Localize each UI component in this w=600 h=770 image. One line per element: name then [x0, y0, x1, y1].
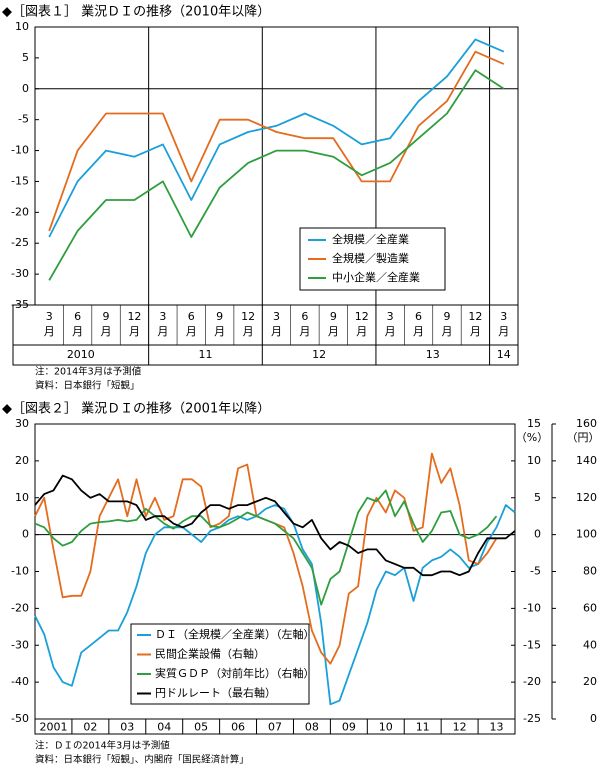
x-tick-label: 12 月: [241, 310, 255, 338]
y3-tick-label: 40: [583, 638, 597, 651]
legend-label: ＤＩ（全規模／全産業）（左軸）: [155, 627, 315, 641]
y-tick-label: -15: [11, 174, 29, 187]
y-tick-label: -20: [11, 601, 29, 614]
y-tick-label: 30: [15, 417, 29, 430]
y-tick-label: -25: [11, 236, 29, 249]
x-tick-label: 12 月: [127, 310, 141, 338]
x-tick-label: 02: [83, 721, 97, 734]
x-tick-label: 2001: [39, 721, 67, 734]
series-line: [48, 69, 505, 281]
x-tick-label: 06: [231, 721, 245, 734]
y3-tick-label: 100: [576, 528, 597, 541]
year-label: 11: [198, 348, 212, 361]
note: 注：ＤＩの2014年3月は予測値: [35, 740, 170, 752]
x-tick-label: 12: [453, 721, 467, 734]
y3-tick-label: 80: [583, 565, 597, 578]
y2-tick-label: 0: [534, 528, 541, 541]
legend-label: 実質ＧＤＰ（対前年比）（右軸）: [155, 666, 315, 680]
legend-box: [130, 623, 310, 705]
y-tick-label: -5: [18, 113, 29, 126]
y-tick-label: -10: [11, 144, 29, 157]
year-label: 13: [426, 348, 440, 361]
x-tick-label: 10: [379, 721, 393, 734]
y-tick-label: 10: [15, 20, 29, 33]
y2-tick-label: 15: [527, 417, 541, 430]
y-tick-label: 0: [22, 82, 29, 95]
series-line: [34, 489, 498, 606]
y-tick-label: 0: [22, 528, 29, 541]
y2-tick-label: 10: [527, 454, 541, 467]
chart-title: ◆［図表１］ 業況ＤＩの推移（2010年以降）: [2, 4, 270, 20]
y2-tick-label: -10: [523, 601, 541, 614]
plot-frame: [34, 26, 519, 306]
x-tick-label: 04: [157, 721, 171, 734]
y3-tick-label: 140: [576, 454, 597, 467]
legend-label: 全規模／全産業: [332, 232, 409, 246]
category-frame: [12, 304, 519, 366]
y3-tick-label: 20: [583, 675, 597, 688]
y3-unit: （円）: [567, 431, 600, 444]
y2-tick-label: -15: [523, 638, 541, 651]
legend-label: 全規模／製造業: [332, 251, 409, 265]
note: 資料：日本銀行「短観」、内閣府「国民経済計算」: [35, 754, 249, 766]
y2-tick-label: -25: [523, 712, 541, 725]
y3-tick-label: 60: [583, 601, 597, 614]
x-tick-label: 09: [342, 721, 356, 734]
note: 資料：日本銀行「短観」: [35, 380, 140, 392]
y-tick-label: 20: [15, 454, 29, 467]
y-tick-label: -40: [11, 675, 29, 688]
y2-tick-label: -5: [530, 565, 541, 578]
y3-tick-label: 160: [576, 417, 597, 430]
y-tick-label: -30: [11, 267, 29, 280]
y-tick-label: 5: [22, 51, 29, 64]
x-tick-label: 07: [268, 721, 282, 734]
year-label: 14: [497, 348, 511, 361]
y-tick-label: -35: [11, 298, 29, 311]
y3-tick-label: 120: [576, 491, 597, 504]
y-tick-label: -20: [11, 205, 29, 218]
x-tick-label: 05: [194, 721, 208, 734]
series-line: [48, 38, 505, 238]
x-tick-label: 08: [305, 721, 319, 734]
chart-title: ◆［図表２］ 業況ＤＩの推移（2001年以降）: [2, 401, 270, 417]
x-tick-label: 12 月: [355, 310, 369, 338]
y2-tick-label: -20: [523, 675, 541, 688]
y-tick-label: -10: [11, 565, 29, 578]
y3-tick-label: 0: [590, 712, 597, 725]
legend-label: 円ドルレート（最右軸）: [155, 686, 276, 700]
series-line: [34, 474, 516, 577]
series-line: [34, 504, 516, 706]
year-label: 2010: [67, 348, 95, 361]
x-tick-label: 11: [416, 721, 430, 734]
y2-unit: （%）: [516, 431, 548, 444]
year-label: 12: [312, 348, 326, 361]
series-line: [48, 50, 505, 232]
x-tick-label: 12 月: [468, 310, 482, 338]
note: 注：2014年3月は予測値: [35, 366, 142, 378]
legend-label: 中小企業／全産業: [332, 270, 420, 284]
y2-tick-label: 5: [534, 491, 541, 504]
x-tick-label: 13: [490, 721, 504, 734]
y-tick-label: -50: [11, 712, 29, 725]
x-tick-label: 03: [120, 721, 134, 734]
y-tick-label: -30: [11, 638, 29, 651]
legend-label: 民間企業設備（右軸）: [155, 647, 265, 661]
y-tick-label: 10: [15, 491, 29, 504]
